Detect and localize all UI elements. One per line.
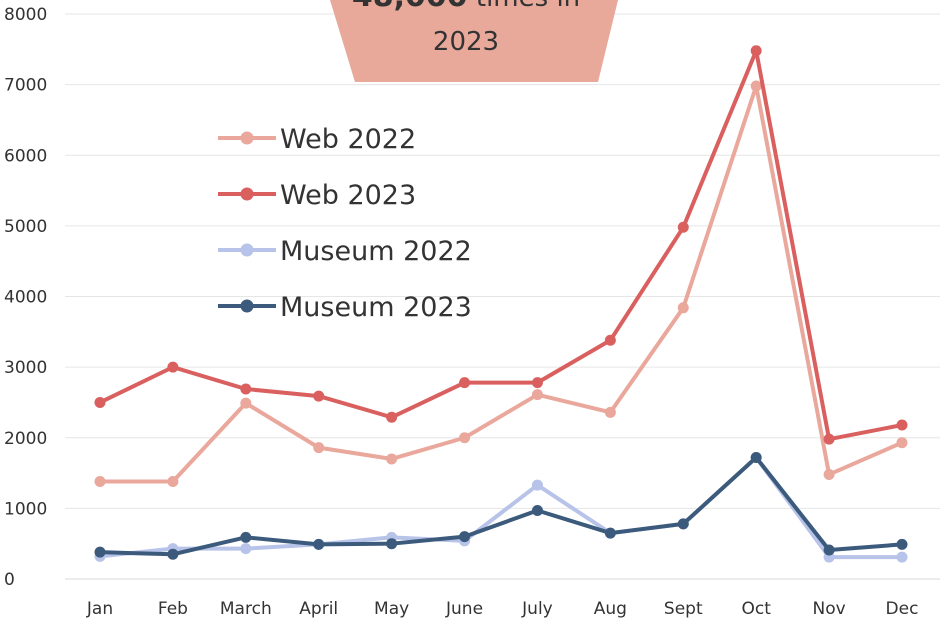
data-point <box>94 476 106 488</box>
data-point <box>531 389 543 401</box>
data-point <box>531 504 543 516</box>
data-point <box>531 479 543 491</box>
data-point <box>750 452 762 464</box>
data-point <box>896 419 908 431</box>
callout-shape <box>330 0 618 82</box>
data-point <box>313 538 325 550</box>
legend-item-museum-2023: Museum 2023 <box>218 292 472 323</box>
x-tick-label: Nov <box>812 599 845 619</box>
series-line <box>99 455 903 557</box>
legend-label: Web 2022 <box>280 124 416 155</box>
gridlines <box>65 13 940 509</box>
series-lines <box>94 45 908 563</box>
data-point <box>896 551 908 563</box>
legend-label: Web 2023 <box>280 180 416 211</box>
legend-item-web-2022: Web 2022 <box>218 124 416 155</box>
legend-item-museum-2022: Museum 2022 <box>218 236 472 267</box>
series-line <box>100 84 903 484</box>
callout-box: 48,000 times in 2023 <box>330 0 618 82</box>
x-tick-label: June <box>445 599 483 619</box>
data-point <box>240 397 252 409</box>
data-point <box>167 548 179 560</box>
data-point <box>386 411 398 423</box>
x-tick-label: Aug <box>594 599 627 619</box>
data-point <box>604 406 616 418</box>
data-point <box>896 538 908 550</box>
data-point <box>386 453 398 465</box>
series-web-2023 <box>94 45 908 445</box>
data-point <box>240 531 252 543</box>
y-tick-label: 1000 <box>4 499 47 519</box>
data-point <box>240 383 252 395</box>
callout-value: 48,000 <box>352 0 468 14</box>
legend-swatch-marker <box>240 243 254 257</box>
legend-swatch-marker <box>240 131 254 145</box>
data-point <box>750 45 762 57</box>
data-point <box>459 531 471 543</box>
data-point <box>823 433 835 445</box>
legend-swatch-marker <box>240 187 254 201</box>
data-point <box>531 377 543 389</box>
legend-label: Museum 2022 <box>280 236 472 267</box>
x-tick-label: July <box>521 599 553 619</box>
y-tick-label: 0 <box>4 570 15 590</box>
data-point <box>313 390 325 402</box>
y-tick-label: 2000 <box>4 429 47 449</box>
x-tick-label: March <box>220 599 272 619</box>
data-point <box>459 377 471 389</box>
x-axis-ticks: Jan Feb March April May June July Aug Sept Oct Nov… <box>86 599 919 619</box>
data-point <box>459 432 471 444</box>
y-tick-label: 7000 <box>4 76 47 96</box>
x-tick-label: April <box>299 599 338 619</box>
x-tick-label: Dec <box>886 599 919 619</box>
data-point <box>823 544 835 556</box>
data-point <box>677 302 689 314</box>
x-tick-label: May <box>374 599 409 619</box>
y-tick-label: 5000 <box>4 217 47 237</box>
series-line <box>99 48 903 442</box>
x-tick-label: Sept <box>664 599 703 619</box>
data-point <box>94 546 106 558</box>
legend: Web 2022 Web 2023 Museum 2022 Museum 2023 <box>218 124 472 323</box>
data-point <box>240 543 252 555</box>
series-web-2022 <box>94 80 908 488</box>
data-point <box>386 538 398 550</box>
data-point <box>94 396 106 408</box>
data-point <box>167 476 179 488</box>
x-tick-label: Jan <box>86 599 113 619</box>
data-point <box>750 80 762 92</box>
data-point <box>896 437 908 449</box>
y-tick-label: 4000 <box>4 288 47 308</box>
data-point <box>313 442 325 454</box>
callout-line-2: 2023 <box>433 27 499 57</box>
data-point <box>677 518 689 530</box>
callout-line-1-rest: times in <box>468 0 581 13</box>
y-tick-label: 6000 <box>4 146 47 166</box>
y-tick-label: 8000 <box>4 5 47 25</box>
data-point <box>823 468 835 480</box>
data-point <box>604 334 616 346</box>
legend-item-web-2023: Web 2023 <box>218 180 416 211</box>
x-tick-label: Feb <box>158 599 188 619</box>
legend-label: Museum 2023 <box>280 292 472 323</box>
x-tick-label: Oct <box>741 599 771 619</box>
y-axis-ticks: 0 1000 2000 3000 4000 5000 6000 7000 8000 <box>4 5 47 590</box>
legend-swatch-marker <box>240 299 254 313</box>
series-museum-2023 <box>94 452 908 560</box>
data-point <box>167 361 179 373</box>
y-tick-label: 3000 <box>4 358 47 378</box>
data-point <box>677 221 689 233</box>
callout-line-1: 48,000 times in <box>352 0 580 14</box>
data-point <box>604 527 616 539</box>
